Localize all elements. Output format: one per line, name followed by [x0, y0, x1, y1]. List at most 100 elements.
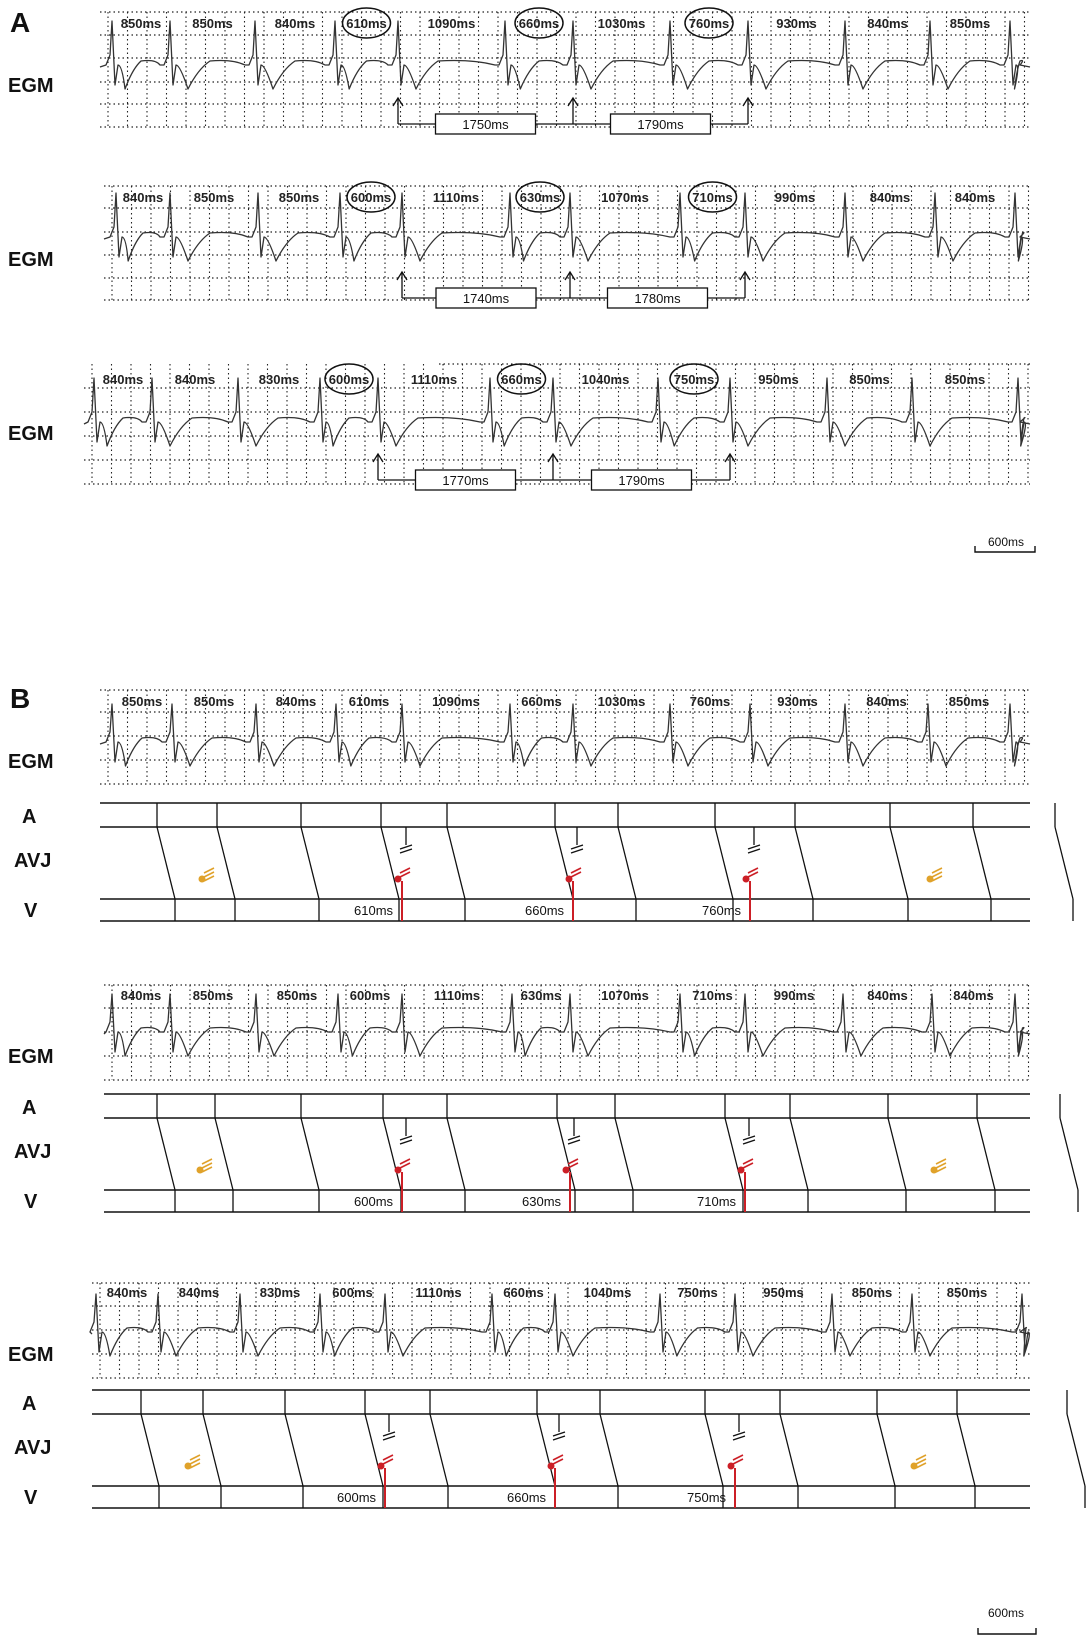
av-conduction-line — [446, 826, 466, 900]
egm-label: EGM — [8, 1046, 54, 1068]
interval-circle — [514, 7, 564, 39]
block-mark-orange — [935, 1158, 947, 1173]
pvc-origin-dot — [565, 875, 573, 883]
interval-label: 710ms — [692, 190, 732, 205]
ladder-v-interval: 630ms — [522, 1194, 562, 1209]
pvc-origin-dot — [727, 1462, 735, 1470]
interval-label: 850ms — [945, 372, 985, 387]
pvc-origin-dot — [737, 1166, 745, 1174]
interval-label: 710ms — [692, 988, 732, 1003]
interval-label: 840ms — [121, 988, 161, 1003]
interval-box-label: 1770ms — [442, 473, 489, 488]
av-conduction-line — [599, 1413, 619, 1487]
interval-label: 1110ms — [411, 372, 457, 387]
av-conduction-line — [364, 1413, 384, 1487]
interval-box-label: 1790ms — [637, 117, 684, 132]
block-mark-black — [552, 1431, 566, 1441]
interval-label: 850ms — [852, 1285, 892, 1300]
interval-label: 840ms — [103, 372, 143, 387]
interval-circle — [346, 181, 396, 213]
interval-label: 1040ms — [584, 1285, 632, 1300]
interval-box — [606, 287, 709, 309]
av-conduction-line — [380, 826, 400, 900]
interval-label: 850ms — [849, 372, 889, 387]
interval-label: 850ms — [194, 190, 234, 205]
block-mark-red — [399, 1158, 411, 1169]
pvc-origin-dot — [562, 1166, 570, 1174]
egm-label: EGM — [8, 1344, 54, 1366]
av-conduction-line — [202, 1413, 222, 1487]
block-mark-black — [399, 844, 413, 854]
av-conduction-line — [617, 826, 637, 900]
block-mark-red — [747, 867, 759, 878]
pvc-origin-dot — [377, 1462, 385, 1470]
av-conduction-line — [156, 1117, 176, 1191]
interval-label: 990ms — [774, 988, 814, 1003]
interval-circle — [341, 7, 392, 39]
panel-letter-b: B — [10, 683, 30, 714]
egm-trace-b2 — [89, 1293, 1031, 1357]
scale-bar-label-b: 600ms — [988, 1606, 1024, 1620]
junctional-dot — [196, 1166, 204, 1174]
ladder-label-a: A — [22, 806, 36, 828]
egm-trace-a2 — [83, 377, 1031, 447]
ladder-v-interval: 660ms — [525, 903, 565, 918]
interval-label: 600ms — [332, 1285, 372, 1300]
interval-box-label: 1740ms — [463, 291, 510, 306]
av-conduction-line — [429, 1413, 449, 1487]
av-conduction-line — [300, 1117, 320, 1191]
interval-circle — [515, 181, 565, 213]
interval-label: 630ms — [520, 190, 560, 205]
av-conduction-line — [889, 826, 909, 900]
interval-label: 930ms — [777, 694, 817, 709]
scale-bar-b — [977, 1628, 1037, 1635]
ladder-label-v: V — [24, 1191, 38, 1213]
annotations — [324, 7, 1037, 1635]
interval-box — [434, 113, 537, 135]
block-mark-black — [382, 1431, 396, 1441]
av-conduction-line — [536, 1413, 556, 1487]
egm-label: EGM — [8, 751, 54, 773]
arrow-head — [567, 96, 579, 107]
interval-label: 840ms — [175, 372, 215, 387]
interval-label: 1110ms — [415, 1285, 461, 1300]
interval-label: 660ms — [519, 16, 559, 31]
interval-label: 660ms — [503, 1285, 543, 1300]
block-mark-black — [399, 1135, 413, 1145]
interval-label: 850ms — [121, 16, 161, 31]
interval-label: 1030ms — [598, 694, 646, 709]
egm-label: EGM — [8, 249, 54, 271]
junctional-dot — [198, 875, 206, 883]
pvc-origin-dot — [547, 1462, 555, 1470]
interval-circle — [324, 363, 374, 395]
interval-circle — [496, 363, 547, 395]
ladder-v-interval: 750ms — [687, 1490, 727, 1505]
arrow-head — [564, 270, 576, 281]
egm-trace-b0 — [99, 703, 1031, 767]
av-conduction-line — [140, 1413, 160, 1487]
interval-label: 750ms — [674, 372, 714, 387]
egm-traces — [83, 20, 1031, 1357]
ladder-v-interval: 610ms — [354, 903, 394, 918]
av-conduction-line — [284, 1413, 304, 1487]
interval-box — [414, 469, 517, 491]
interval-label: 660ms — [521, 694, 561, 709]
interval-label: 750ms — [677, 1285, 717, 1300]
interval-box-label: 1750ms — [462, 117, 509, 132]
interval-label: 850ms — [277, 988, 317, 1003]
ladder-label-a: A — [22, 1393, 36, 1415]
junctional-dot — [930, 1166, 938, 1174]
interval-label: 760ms — [689, 16, 729, 31]
ladder-label-v: V — [24, 900, 38, 922]
arrow-head — [724, 452, 736, 463]
interval-label: 850ms — [192, 16, 232, 31]
av-conduction-line — [216, 826, 236, 900]
figure-text: A 850ms 850ms 840ms 610ms 1090ms 660ms 1030ms 76… — [8, 7, 1024, 1620]
block-mark-red — [552, 1454, 564, 1465]
arrow-head — [742, 96, 754, 107]
block-mark-red — [567, 1158, 579, 1169]
block-mark-black — [567, 1135, 581, 1145]
interval-label: 1090ms — [432, 694, 480, 709]
interval-box-label: 1790ms — [618, 473, 665, 488]
